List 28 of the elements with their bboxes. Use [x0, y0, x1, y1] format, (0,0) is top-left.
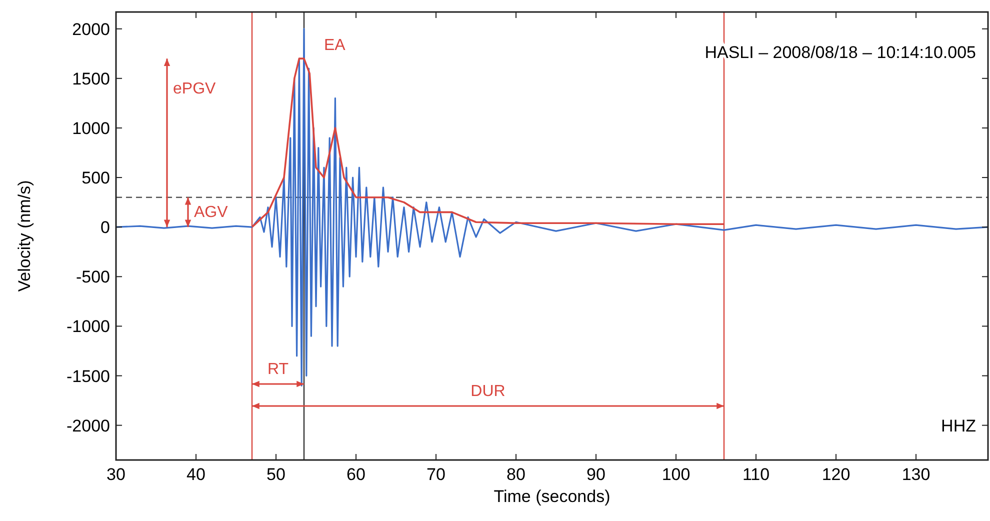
y-tick-label: 2000	[72, 20, 110, 39]
x-tick-label: 30	[106, 465, 126, 484]
annotation: ePGV	[173, 80, 216, 98]
y-tick-label: 0	[100, 218, 110, 238]
y-tick-label: 1500	[72, 69, 110, 88]
y-tick-label: 500	[82, 168, 110, 188]
x-tick-label: 60	[346, 465, 366, 484]
x-tick-label: 130	[902, 465, 930, 484]
x-tick-label: 90	[586, 465, 606, 484]
y-tick-label: -1500	[66, 366, 110, 386]
x-tick-label: 100	[662, 465, 690, 484]
x-tick-label: 110	[742, 465, 770, 484]
x-tick-label: 120	[822, 465, 850, 484]
y-tick-label: 1000	[72, 118, 110, 138]
x-tick-label: 80	[506, 465, 526, 484]
y-tick-label: -500	[76, 268, 110, 287]
x-tick-label: 40	[186, 465, 206, 484]
x-tick-label: 50	[266, 465, 286, 484]
annotation: AGV	[194, 204, 228, 222]
annotation: HHZ	[941, 416, 976, 436]
annotation: EA	[324, 37, 346, 54]
y-tick-label: -1000	[66, 317, 110, 336]
x-axis-title: Time (seconds)	[494, 487, 610, 506]
y-tick-label: -2000	[66, 416, 110, 436]
annotation: DUR	[470, 383, 506, 400]
y-axis-title: Velocity (nm/s)	[15, 180, 34, 292]
x-tick-label: 70	[426, 465, 446, 484]
annotation: RT	[267, 361, 289, 378]
